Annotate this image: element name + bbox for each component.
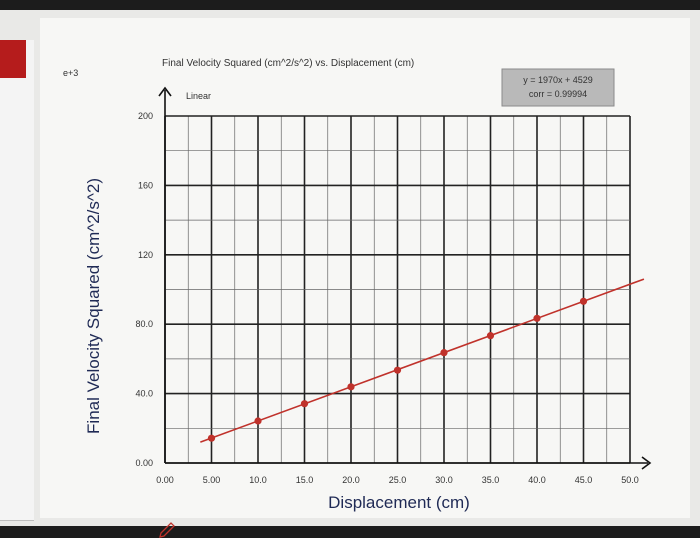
data-point [486, 332, 495, 340]
x-tick-label: 35.0 [482, 475, 500, 485]
chart-title: Final Velocity Squared (cm^2/s^2) vs. Di… [162, 58, 414, 69]
data-point [300, 400, 309, 408]
y-axis-arrow [158, 86, 172, 97]
panel-row [0, 280, 34, 321]
fit-line [200, 278, 645, 443]
exponent-label: e+3 [63, 68, 78, 78]
graph-panel: 0.00 5.00 10.0 15.0 20.0 25.0 30.0 35.0 40.0 45.0… [40, 18, 690, 538]
x-axis-title: Displacement (cm) [328, 493, 470, 512]
data-point [579, 297, 588, 305]
x-tick-label: 45.0 [575, 475, 593, 485]
panel-row [0, 440, 34, 481]
panel-row [0, 120, 34, 161]
y-tick-label: 40.0 [135, 389, 153, 399]
panel-row [0, 200, 34, 241]
pencil-icon[interactable] [158, 518, 178, 538]
x-tick-label: 5.00 [203, 475, 221, 485]
x-tick-label: 10.0 [249, 475, 267, 485]
x-tick-label: 50.0 [621, 475, 639, 485]
fit-equation: y = 1970x + 4529 [523, 75, 593, 85]
panel-row [0, 240, 34, 281]
panel-row [0, 360, 34, 401]
grid [164, 115, 631, 464]
tick-labels: 0.00 5.00 10.0 15.0 20.0 25.0 30.0 35.0 40.0 45.0… [135, 111, 638, 485]
data-point [533, 314, 541, 322]
plot-area: 0.00 5.00 10.0 15.0 20.0 25.0 30.0 35.0 40.0 45.0… [63, 58, 652, 512]
y-tick-label: 200 [138, 111, 153, 121]
fit-info-box: y = 1970x + 4529 corr = 0.99994 [501, 68, 615, 107]
y-tick-label: 0.00 [135, 458, 153, 468]
x-axis-arrow [641, 456, 652, 470]
left-panel-strip [0, 40, 34, 521]
y-axis-title: Final Velocity Squared (cm^2/s^2) [84, 178, 103, 434]
data-point [207, 434, 216, 442]
panel-row [0, 400, 34, 441]
axes [158, 86, 652, 470]
y-tick-label: 160 [138, 180, 153, 190]
data-point [254, 417, 262, 425]
panel-row [0, 80, 34, 121]
fit-type-label: Linear [186, 91, 211, 101]
data-layer [200, 278, 645, 443]
x-tick-label: 25.0 [389, 475, 407, 485]
x-tick-label: 0.00 [156, 475, 174, 485]
y-tick-label: 120 [138, 250, 153, 260]
x-tick-label: 40.0 [528, 475, 546, 485]
panel-row [0, 320, 34, 361]
y-tick-label: 80.0 [135, 319, 153, 329]
panel-row [0, 480, 34, 521]
x-tick-label: 15.0 [296, 475, 314, 485]
panel-row [0, 160, 34, 201]
data-point [440, 349, 448, 357]
x-tick-label: 20.0 [342, 475, 360, 485]
x-tick-label: 30.0 [435, 475, 453, 485]
data-point [347, 383, 355, 391]
data-point [393, 366, 402, 374]
fit-correlation: corr = 0.99994 [529, 89, 587, 99]
left-panel-accent [0, 40, 26, 78]
